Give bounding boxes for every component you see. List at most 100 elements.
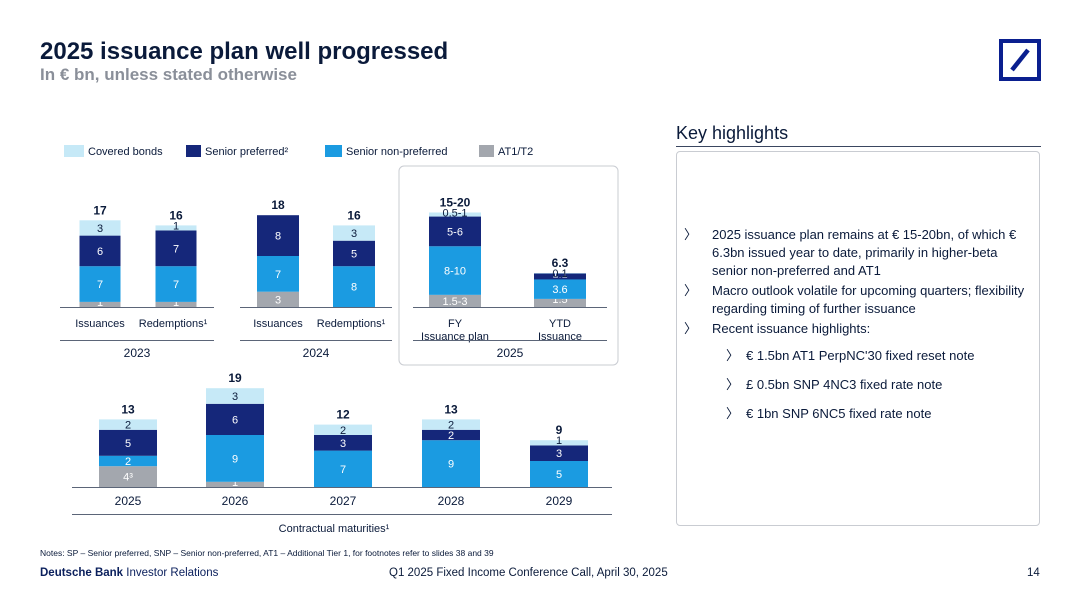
bar-total-label: 6.3	[552, 256, 569, 270]
chevron-right-icon: 〉	[684, 283, 698, 298]
legend-swatch	[64, 145, 84, 157]
bar-category-label: Issuances	[253, 318, 303, 330]
page-number: 14	[1027, 567, 1040, 579]
covered-bonds-segment-label: 1	[556, 435, 562, 447]
bar-total-label: 13	[121, 402, 135, 416]
highlight-sub-bullet: 〉 € 1bn SNP 6NC5 fixed rate note	[726, 406, 932, 421]
senior-non-preferred-segment-label: 9	[232, 453, 238, 465]
senior-preferred-segment	[333, 240, 375, 267]
maturity-year-label: 2029	[546, 494, 573, 508]
senior-preferred-segment-label: 3	[556, 448, 562, 460]
senior-non-preferred-segment	[534, 279, 586, 299]
senior-preferred-segment-label: 1.1	[552, 269, 567, 281]
senior-non-preferred-segment	[530, 461, 588, 487]
maturity-year-label: 2028	[438, 494, 465, 508]
senior-non-preferred-segment	[79, 266, 121, 302]
senior-non-preferred-segment-label: 9	[448, 459, 454, 471]
senior-non-preferred-segment-label: 8-10	[444, 266, 466, 278]
covered-bonds-segment	[530, 440, 588, 446]
senior-preferred-segment-label: 6	[232, 414, 238, 426]
senior-preferred-segment-label: 5	[125, 438, 131, 450]
group-label: 2024	[303, 346, 330, 360]
at1-t2-segment-label: 1	[97, 297, 103, 309]
at1-t2-segment	[534, 298, 586, 307]
highlight-bullet: 〉 Recent issuance highlights:	[684, 321, 871, 336]
bar-category-label: Issuances	[75, 318, 125, 330]
bar-total-label: 17	[93, 203, 107, 217]
senior-non-preferred-segment	[206, 435, 264, 482]
legend-swatch	[186, 145, 201, 157]
covered-bonds-segment-label: 2	[125, 420, 131, 432]
bar-total-label: 19	[228, 371, 242, 385]
senior-non-preferred-segment-label: 5	[556, 469, 562, 481]
covered-bonds-segment	[206, 388, 264, 404]
covered-bonds-segment-label: 2	[448, 420, 454, 432]
logo-slash-icon	[1010, 48, 1030, 72]
group-label: 2023	[124, 346, 151, 360]
covered-bonds-segment	[333, 225, 375, 241]
highlight-sub-bullet: 〉 € 1.5bn AT1 PerpNC'30 fixed reset note	[726, 348, 975, 363]
senior-non-preferred-segment	[422, 440, 480, 487]
legend-swatch	[479, 145, 494, 157]
senior-preferred-segment-label: 7	[173, 243, 179, 255]
legend-swatch	[325, 145, 342, 157]
at1-t2-segment	[99, 466, 157, 487]
senior-preferred-segment-label: 2	[448, 430, 454, 442]
senior-preferred-segment	[530, 445, 588, 461]
at1-t2-segment-label: 1	[173, 297, 179, 309]
senior-preferred-segment	[257, 215, 299, 256]
at1-t2-segment	[79, 301, 121, 307]
chevron-right-icon: 〉	[726, 377, 740, 392]
senior-preferred-segment	[206, 403, 264, 435]
at1-t2-segment-label: 3	[275, 294, 281, 306]
senior-preferred-segment-label: 8	[275, 231, 281, 243]
senior-preferred-segment	[429, 216, 481, 247]
covered-bonds-segment	[155, 225, 197, 231]
covered-bonds-segment	[422, 419, 480, 430]
covered-bonds-segment	[314, 424, 372, 435]
page-title: 2025 issuance plan well progressed	[40, 38, 449, 65]
senior-non-preferred-segment-label: 2	[125, 456, 131, 468]
covered-bonds-segment-label: 3	[97, 223, 103, 235]
covered-bonds-segment	[99, 419, 157, 430]
legend-label: AT1/T2	[498, 146, 533, 158]
highlight-frame-2025	[398, 165, 619, 366]
senior-non-preferred-segment-label: 8	[351, 282, 357, 294]
highlight-bullet: 〉 Macro outlook volatile for upcoming qua…	[684, 283, 1025, 316]
senior-preferred-segment	[534, 273, 586, 280]
covered-bonds-segment-label: 3	[232, 391, 238, 403]
deutsche-bank-logo	[999, 39, 1041, 81]
covered-bonds-segment-label: 1	[173, 220, 179, 232]
highlight-sub-bullet: 〉 £ 0.5bn SNP 4NC3 fixed rate note	[726, 377, 943, 392]
legend-label: Covered bonds	[88, 146, 163, 158]
covered-bonds-segment-label: 3	[351, 228, 357, 240]
footer-event: Q1 2025 Fixed Income Conference Call, Ap…	[389, 567, 668, 579]
senior-preferred-segment	[79, 235, 121, 267]
maturity-year-label: 2025	[115, 494, 142, 508]
senior-preferred-segment-label: 6	[97, 246, 103, 258]
senior-non-preferred-segment-label: 7	[97, 279, 103, 291]
senior-non-preferred-segment	[314, 450, 372, 487]
maturity-year-label: 2026	[222, 494, 249, 508]
bar-total-label: 16	[169, 208, 183, 222]
bar-category-label: Issuance	[538, 331, 582, 343]
senior-non-preferred-segment-label: 7	[173, 279, 179, 291]
senior-non-preferred-segment-label: 7	[275, 269, 281, 281]
bar-category-label: YTD	[549, 318, 571, 330]
covered-bonds-segment	[534, 272, 586, 274]
bar-total-label: 13	[444, 402, 458, 416]
bar-total-label: 9	[556, 423, 563, 437]
key-highlights-list: 〉 2025 issuance plan remains at € 15-20bn…	[684, 226, 1034, 423]
covered-bonds-segment-label: 0.1	[552, 268, 567, 280]
issuance-chart: Covered bonds Senior preferred² Senior non…	[60, 145, 619, 535]
chevron-right-icon: 〉	[726, 406, 740, 421]
at1-t2-segment-label: 4³	[123, 472, 133, 484]
senior-preferred-segment	[99, 429, 157, 456]
covered-bonds-segment-label: 2	[340, 425, 346, 437]
chevron-right-icon: 〉	[684, 227, 698, 242]
at1-t2-segment-label: 1	[232, 477, 238, 489]
bar-category-label: FY	[448, 318, 463, 330]
covered-bonds-segment	[429, 212, 481, 217]
bar-total-label: 15-20	[440, 196, 471, 210]
page-subtitle: In € bn, unless stated otherwise	[40, 65, 297, 84]
